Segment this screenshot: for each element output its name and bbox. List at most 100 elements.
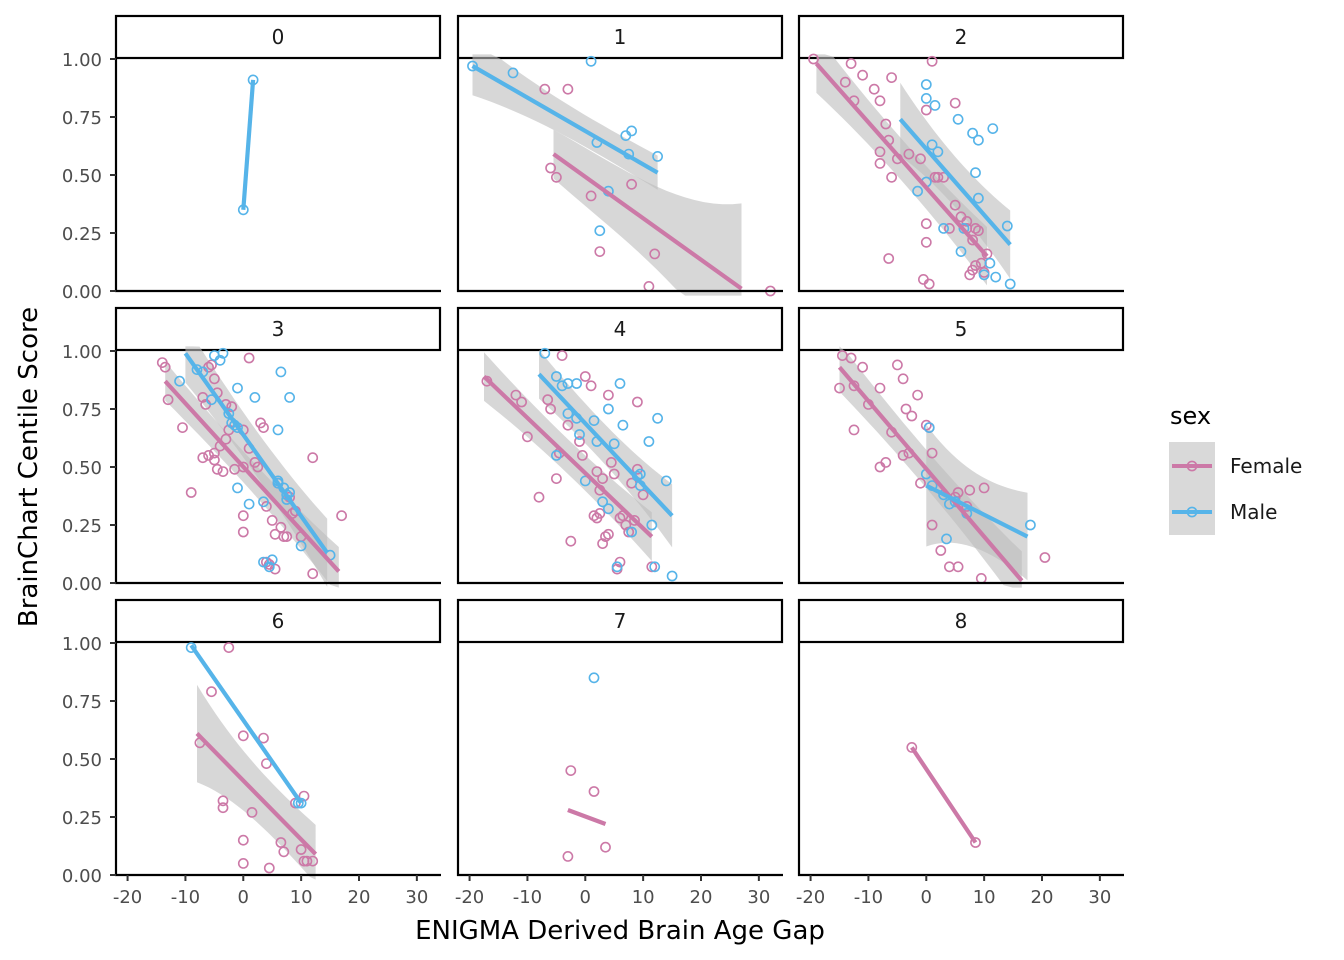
data-point-female: [880, 118, 892, 130]
data-point-female: [961, 215, 973, 227]
data-point-female: [605, 456, 617, 468]
data-point-male: [978, 269, 990, 281]
data-point-female: [206, 686, 217, 698]
data-point-male: [652, 412, 663, 424]
data-point-female: [588, 510, 600, 522]
data-point-female: [952, 561, 964, 573]
data-point-female: [208, 454, 220, 466]
x-tick-label: 30: [747, 887, 770, 908]
x-tick-label: 10: [290, 887, 313, 908]
confidence-band-female: [197, 684, 316, 880]
data-point-female: [597, 473, 608, 484]
fit-line-male: [189, 644, 303, 805]
data-point-female: [594, 246, 606, 257]
panel-0: 0 0.00 0.25 0.50 0.75 1.00: [62, 14, 442, 303]
panel-strip-label: 4: [614, 317, 627, 341]
data-point-male: [551, 371, 562, 382]
data-point-male: [912, 185, 923, 197]
data-points: [185, 642, 319, 874]
data-point-female: [906, 742, 918, 753]
legend-label-female: Female: [1230, 454, 1302, 478]
data-point-female: [629, 515, 640, 526]
data-point-female: [522, 431, 533, 443]
confidence-band-male: [926, 424, 1028, 581]
data-point-male: [967, 127, 978, 139]
confidence-bands: [197, 684, 316, 880]
fit-lines: [241, 79, 256, 210]
panel-7: 7 -20 -10 0 10 20 30: [455, 598, 784, 908]
data-point-male: [272, 424, 284, 436]
data-point-female: [857, 69, 868, 81]
data-point-female: [614, 512, 626, 524]
panel-strip-label: 2: [955, 25, 968, 49]
x-tick-label: 0: [921, 887, 932, 908]
data-point-female: [897, 449, 909, 461]
panels-layer: 0 0.00 0.25 0.50 0.75 1.00 1 2 3 0.00 0.25 0.50 0.75…: [62, 14, 1125, 908]
data-point-female: [307, 452, 319, 464]
data-point-female: [574, 436, 585, 447]
data-point-male: [920, 79, 932, 90]
data-point-male: [973, 192, 984, 204]
data-point-female: [857, 361, 868, 373]
panel-8: 8 -20 -10 0 10 20 30: [796, 598, 1125, 908]
data-point-female: [874, 146, 886, 158]
panel-strip-label: 1: [614, 25, 627, 49]
x-tick-label: 30: [405, 887, 428, 908]
x-tick-label: 30: [1088, 887, 1111, 908]
panel-5: 5: [797, 306, 1125, 588]
legend-point-female: [1186, 460, 1198, 472]
data-point-female: [278, 846, 290, 858]
data-point-male: [507, 67, 519, 79]
x-tick-label: 10: [632, 887, 655, 908]
data-point-female: [217, 795, 229, 807]
x-tick-label: -10: [513, 887, 542, 908]
data-point-female: [926, 519, 938, 531]
data-point-female: [603, 389, 614, 401]
fit-line-female: [837, 365, 1024, 583]
data-point-female: [874, 157, 886, 169]
fit-line-male: [241, 79, 256, 210]
data-point-female: [834, 382, 845, 394]
data-point-male: [258, 496, 269, 508]
data-point-female: [295, 844, 307, 855]
data-point-male: [923, 422, 935, 433]
data-point-male: [585, 55, 597, 67]
data-point-female: [237, 730, 249, 742]
panel-strip-label: 7: [614, 609, 627, 633]
data-points: [467, 55, 776, 297]
data-point-female: [964, 484, 976, 496]
data-point-female: [585, 190, 597, 202]
data-point-female: [886, 72, 897, 83]
data-point-male: [643, 436, 655, 447]
data-point-male: [232, 382, 243, 394]
panel-strip: [114, 598, 442, 644]
confidence-bands: [165, 346, 339, 588]
data-point-male: [603, 403, 614, 415]
data-point-male: [594, 225, 606, 237]
x-tick-label: -20: [113, 887, 142, 908]
data-point-female: [944, 561, 955, 573]
data-point-male: [588, 672, 600, 684]
data-point-female: [623, 526, 635, 538]
data-point-female: [915, 477, 926, 489]
data-point-female: [336, 510, 347, 522]
data-point-female: [562, 83, 574, 95]
data-point-female: [539, 83, 551, 95]
data-point-female: [944, 222, 955, 234]
data-point-male: [990, 271, 1002, 283]
data-point-male: [272, 477, 284, 489]
data-point-female: [565, 535, 577, 547]
data-point-male: [955, 246, 967, 257]
data-point-female: [585, 380, 597, 392]
data-point-female: [275, 837, 287, 848]
data-point-female: [252, 461, 264, 473]
data-point-female: [935, 545, 947, 556]
data-point-female: [562, 851, 574, 862]
data-point-female: [920, 419, 932, 431]
fit-line-female: [195, 732, 318, 856]
y-tick-label: 0.00: [62, 282, 102, 303]
y-tick-label: 0.75: [62, 108, 102, 129]
data-point-male: [217, 347, 229, 359]
legend-point-male: [1186, 506, 1198, 518]
data-point-female: [545, 403, 556, 415]
